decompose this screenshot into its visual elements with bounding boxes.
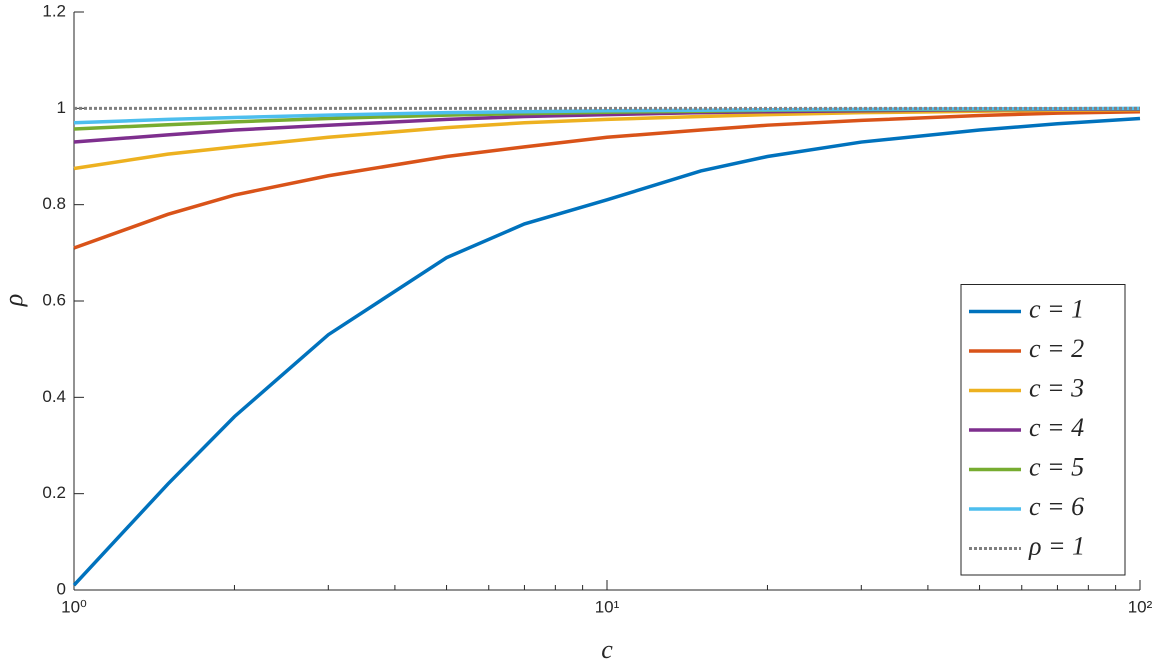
y-tick-label: 0.6 xyxy=(42,290,66,309)
line-series xyxy=(73,109,1141,250)
legend-label: c = 1 xyxy=(1029,294,1084,323)
x-tick-label: 10² xyxy=(1128,597,1153,616)
y-tick-label: 0.2 xyxy=(42,483,66,502)
legend-label: c = 6 xyxy=(1029,492,1084,521)
y-tick-label: 1 xyxy=(57,98,66,117)
x-tick-label: 10⁰ xyxy=(61,597,87,616)
legend-label: ρ = 1 xyxy=(1028,531,1085,560)
legend-label: c = 2 xyxy=(1029,334,1084,363)
legend-label: c = 4 xyxy=(1029,413,1084,442)
line-series xyxy=(72,116,1141,587)
legend-label: c = 5 xyxy=(1029,452,1084,481)
y-axis-label: ρ xyxy=(0,294,28,307)
y-tick-label: 0.8 xyxy=(42,194,66,213)
y-tick-label: 1.2 xyxy=(42,1,66,20)
x-tick-label: 10¹ xyxy=(595,597,620,616)
y-tick-label: 0 xyxy=(57,579,66,598)
y-tick-label: 0.4 xyxy=(42,387,66,406)
legend-label: c = 3 xyxy=(1029,373,1084,402)
x-axis-label: c xyxy=(601,635,613,664)
